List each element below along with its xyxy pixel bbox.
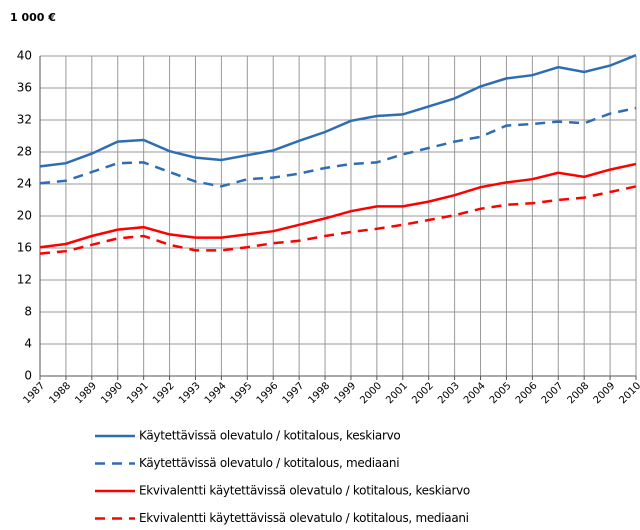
x-tick-label: 1993 [177, 380, 203, 406]
x-tick-label: 1991 [125, 380, 151, 406]
legend-label: Ekvivalentti käytettävissä olevatulo / k… [139, 484, 470, 498]
x-tick-label: 1996 [255, 380, 281, 406]
x-tick-label: 1994 [203, 380, 229, 406]
x-tick-label: 2006 [514, 380, 540, 406]
x-tick-label: 2001 [384, 380, 410, 406]
x-tick-label: 2005 [488, 380, 514, 406]
y-tick-label: 24 [17, 177, 32, 191]
y-tick-label: 16 [17, 241, 32, 255]
legend-label: Ekvivalentti käytettävissä olevatulo / k… [139, 511, 469, 525]
y-tick-label: 12 [17, 273, 32, 287]
x-tick-label: 1988 [47, 380, 73, 406]
x-tick-label: 1998 [307, 380, 333, 406]
y-tick-label: 4 [24, 337, 32, 351]
x-tick-label: 2009 [592, 380, 618, 406]
x-tick-label: 1987 [21, 380, 47, 406]
legend-label: Käytettävissä olevatulo / kotitalous, ke… [139, 429, 400, 443]
x-tick-label: 2002 [410, 380, 436, 406]
x-tick-label: 2010 [617, 380, 640, 406]
y-tick-label: 36 [17, 81, 32, 95]
x-tick-label: 1992 [151, 380, 177, 406]
series-line [39, 162, 637, 249]
x-tick-label: 2007 [540, 380, 566, 406]
y-axis-label: 1 000 € [10, 11, 56, 24]
y-tick-label: 28 [17, 145, 32, 159]
x-tick-label: 1989 [73, 380, 99, 406]
x-tick-label: 2000 [358, 380, 384, 406]
x-tick-label: 1995 [229, 380, 255, 406]
x-tick-label: 1990 [99, 380, 125, 406]
y-tick-label: 0 [24, 369, 32, 383]
x-tick-label: 2008 [566, 380, 592, 406]
x-tick-label: 2004 [462, 380, 488, 406]
series-line [39, 106, 637, 188]
y-tick-label: 40 [17, 49, 32, 63]
series-line [39, 54, 637, 168]
y-tick-label: 8 [24, 305, 32, 319]
x-tick-label: 1997 [281, 380, 307, 406]
legend-label: Käytettävissä olevatulo / kotitalous, me… [139, 456, 399, 470]
y-tick-label: 32 [17, 113, 32, 127]
y-tick-label: 20 [17, 209, 32, 223]
x-tick-label: 2003 [436, 380, 462, 406]
series-line [39, 185, 637, 255]
x-tick-label: 1999 [332, 380, 358, 406]
